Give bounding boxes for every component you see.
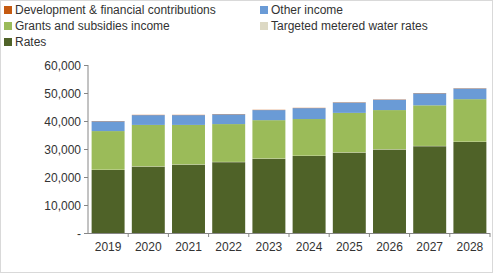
bars (92, 88, 487, 233)
legend-label: Development & financial contributions (15, 3, 216, 17)
x-tick-label: 2019 (95, 240, 122, 254)
x-tick-label: 2025 (336, 240, 363, 254)
y-tick-label: 60,000 (44, 59, 81, 73)
bar-segment (373, 150, 406, 233)
y-tick-label: 10,000 (44, 199, 81, 213)
bar-segment (413, 93, 446, 105)
legend-swatch (4, 6, 12, 14)
bar-segment (453, 89, 486, 100)
bar-segment (453, 142, 486, 233)
x-tick (168, 233, 169, 237)
x-tick (490, 233, 491, 237)
bar-segment (333, 153, 366, 233)
bar-segment (373, 99, 406, 100)
bar-segment (212, 114, 245, 124)
bar-segment (172, 125, 205, 164)
x-tick-label: 2022 (215, 240, 242, 254)
y-tick-label: - (77, 227, 81, 241)
bar-segment (413, 105, 446, 146)
x-tick-label: 2023 (256, 240, 283, 254)
bar-segment (333, 102, 366, 103)
bar-segment (373, 110, 406, 149)
legend-label: Other income (271, 3, 343, 17)
legend-swatch (4, 38, 12, 46)
legend-swatch (260, 6, 268, 14)
bar-segment (413, 146, 446, 233)
x-tick-label: 2028 (457, 240, 484, 254)
x-tick (128, 233, 129, 237)
y-tick (84, 93, 88, 94)
bar-segment (132, 125, 165, 166)
x-tick (248, 233, 249, 237)
bar-segment (252, 120, 285, 158)
legend-swatch (4, 22, 12, 30)
x-tick (449, 233, 450, 237)
y-tick (84, 177, 88, 178)
y-tick-label: 20,000 (44, 171, 81, 185)
x-tick (289, 233, 290, 237)
bar-segment (212, 114, 245, 115)
bar-segment (373, 100, 406, 110)
legend-swatch (260, 22, 268, 30)
bar-segment (172, 115, 205, 125)
bar-segment (453, 99, 486, 142)
background (1, 1, 493, 273)
bar-segment (293, 156, 326, 233)
bar-segment (172, 114, 205, 115)
x-tick-label: 2024 (296, 240, 323, 254)
bar-segment (132, 115, 165, 125)
x-tick (409, 233, 410, 237)
bar-segment (293, 119, 326, 156)
bar-segment (172, 165, 205, 233)
bar-segment (212, 124, 245, 162)
bar-segment (92, 121, 125, 131)
bar-segment (252, 159, 285, 233)
y-tick (84, 121, 88, 122)
y-tick-label: 50,000 (44, 87, 81, 101)
x-tick-label: 2021 (175, 240, 202, 254)
bar-segment (132, 114, 165, 115)
bar-segment (92, 131, 125, 170)
bar-segment (252, 109, 285, 110)
bar-segment (413, 93, 446, 94)
bar-segment (293, 107, 326, 108)
bar-segment (92, 170, 125, 233)
x-tick-label: 2027 (416, 240, 443, 254)
x-tick-label: 2026 (376, 240, 403, 254)
bar-segment (453, 88, 486, 89)
x-tick-label: 2020 (135, 240, 162, 254)
y-tick (84, 233, 88, 234)
legend-label: Targeted metered water rates (271, 19, 428, 33)
legend-label: Grants and subsidies income (15, 19, 170, 33)
y-tick-label: 40,000 (44, 115, 81, 129)
bar-segment (92, 121, 125, 122)
y-tick (84, 149, 88, 150)
bar-segment (333, 103, 366, 113)
legend-label: Rates (15, 35, 46, 49)
y-tick-label: 30,000 (44, 143, 81, 157)
bar-segment (252, 110, 285, 120)
x-tick (208, 233, 209, 237)
bar-segment (333, 113, 366, 152)
x-tick (369, 233, 370, 237)
y-tick (84, 205, 88, 206)
bar-segment (132, 167, 165, 233)
chart: - 10,000 20,000 30,000 40,000 50,000 60,000 201… (0, 0, 493, 273)
bar-segment (212, 162, 245, 233)
y-tick (84, 65, 88, 66)
x-tick (329, 233, 330, 237)
bar-segment (293, 108, 326, 119)
